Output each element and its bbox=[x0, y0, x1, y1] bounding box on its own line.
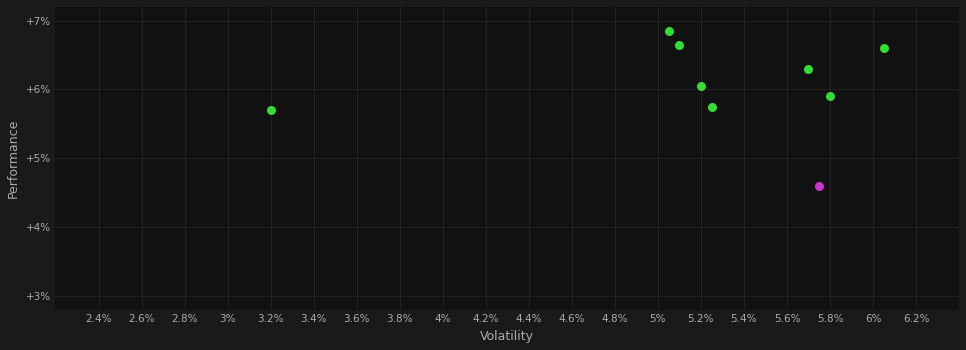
Point bbox=[661, 28, 676, 34]
Point bbox=[876, 46, 892, 51]
Point bbox=[822, 93, 838, 99]
Point bbox=[704, 104, 720, 110]
Point bbox=[694, 83, 709, 89]
Point bbox=[811, 183, 827, 189]
X-axis label: Volatility: Volatility bbox=[480, 330, 534, 343]
Y-axis label: Performance: Performance bbox=[7, 119, 20, 198]
Point bbox=[671, 42, 687, 48]
Point bbox=[801, 66, 816, 72]
Point bbox=[263, 107, 278, 113]
